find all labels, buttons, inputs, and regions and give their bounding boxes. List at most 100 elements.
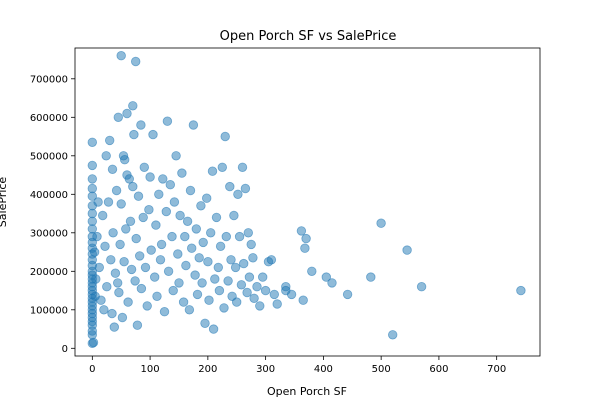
data-point	[128, 101, 138, 111]
data-point	[87, 160, 98, 171]
data-point	[197, 278, 207, 288]
data-point	[307, 266, 317, 277]
data-point	[149, 272, 160, 282]
data-point	[87, 208, 98, 219]
data-point	[236, 280, 247, 290]
data-point	[260, 285, 271, 296]
data-point	[154, 189, 164, 200]
data-point	[205, 228, 216, 238]
data-point	[200, 318, 210, 329]
data-point	[248, 253, 258, 263]
data-point	[223, 276, 233, 286]
data-point	[122, 108, 132, 119]
y-tick-label: 0	[62, 344, 68, 355]
data-point	[225, 181, 235, 192]
chart-title: Open Porch SF vs SalePrice	[220, 29, 397, 44]
data-point	[116, 51, 126, 61]
data-point	[104, 135, 115, 146]
data-point	[300, 243, 310, 253]
data-point	[145, 172, 155, 182]
x-tick-label: 500	[372, 364, 391, 375]
data-point	[130, 276, 140, 286]
y-axis-label: SalePrice	[0, 177, 9, 228]
data-point	[244, 272, 255, 282]
data-point	[188, 120, 199, 130]
data-point	[174, 278, 184, 288]
data-point	[207, 166, 218, 176]
data-point	[196, 201, 206, 211]
data-point	[220, 131, 230, 142]
data-point	[134, 251, 145, 261]
data-point	[117, 312, 128, 323]
data-point	[131, 233, 141, 244]
data-point	[416, 282, 427, 292]
data-point	[516, 285, 526, 296]
data-point	[111, 185, 122, 196]
data-point	[233, 189, 243, 200]
data-point	[366, 272, 376, 282]
data-point	[213, 262, 224, 273]
data-point	[87, 191, 98, 201]
data-point	[136, 283, 147, 294]
data-point	[168, 285, 178, 296]
data-point	[402, 245, 412, 255]
data-point	[138, 212, 148, 223]
data-point	[231, 297, 242, 307]
data-point	[258, 272, 268, 282]
data-point	[167, 231, 177, 242]
data-point	[162, 116, 173, 126]
data-point	[87, 137, 98, 148]
data-point	[108, 228, 118, 238]
data-point	[97, 210, 108, 221]
data-point	[238, 258, 249, 269]
data-point	[159, 307, 170, 317]
data-point	[119, 154, 130, 165]
data-point	[144, 204, 154, 215]
data-point	[116, 199, 126, 209]
y-tick-label: 600000	[30, 113, 68, 124]
data-point	[178, 297, 189, 307]
data-point	[198, 237, 208, 248]
data-point	[210, 274, 220, 284]
data-point	[148, 129, 158, 140]
y-tick-label: 300000	[30, 228, 68, 239]
data-point	[219, 303, 229, 313]
data-point	[171, 151, 181, 161]
data-point	[113, 112, 124, 123]
data-point	[249, 293, 259, 304]
data-point	[155, 255, 166, 265]
data-point	[107, 164, 118, 175]
data-point	[114, 287, 124, 298]
data-point	[156, 239, 167, 250]
data-point	[203, 257, 213, 267]
data-point	[191, 224, 202, 234]
data-point	[130, 56, 141, 67]
data-point	[217, 162, 228, 173]
points-layer	[87, 51, 526, 349]
data-point	[376, 218, 386, 228]
data-point	[140, 262, 151, 273]
x-tick-label: 0	[89, 364, 95, 375]
data-point	[327, 278, 337, 288]
data-point	[221, 231, 232, 242]
data-point	[124, 174, 135, 184]
data-point	[246, 239, 256, 250]
data-point	[115, 239, 125, 250]
data-point	[177, 168, 187, 178]
data-point	[99, 305, 109, 315]
x-tick-label: 300	[256, 364, 275, 375]
data-point	[301, 233, 311, 244]
data-point	[112, 278, 123, 288]
x-tick-label: 200	[198, 364, 217, 375]
data-point	[215, 241, 226, 252]
data-point	[242, 287, 252, 298]
data-point	[175, 210, 185, 221]
data-point	[243, 228, 254, 238]
data-point	[121, 224, 131, 234]
data-point	[161, 206, 172, 217]
data-point	[139, 162, 150, 173]
y-tick-label: 500000	[30, 151, 68, 162]
data-point	[133, 191, 144, 201]
data-point	[298, 295, 308, 305]
